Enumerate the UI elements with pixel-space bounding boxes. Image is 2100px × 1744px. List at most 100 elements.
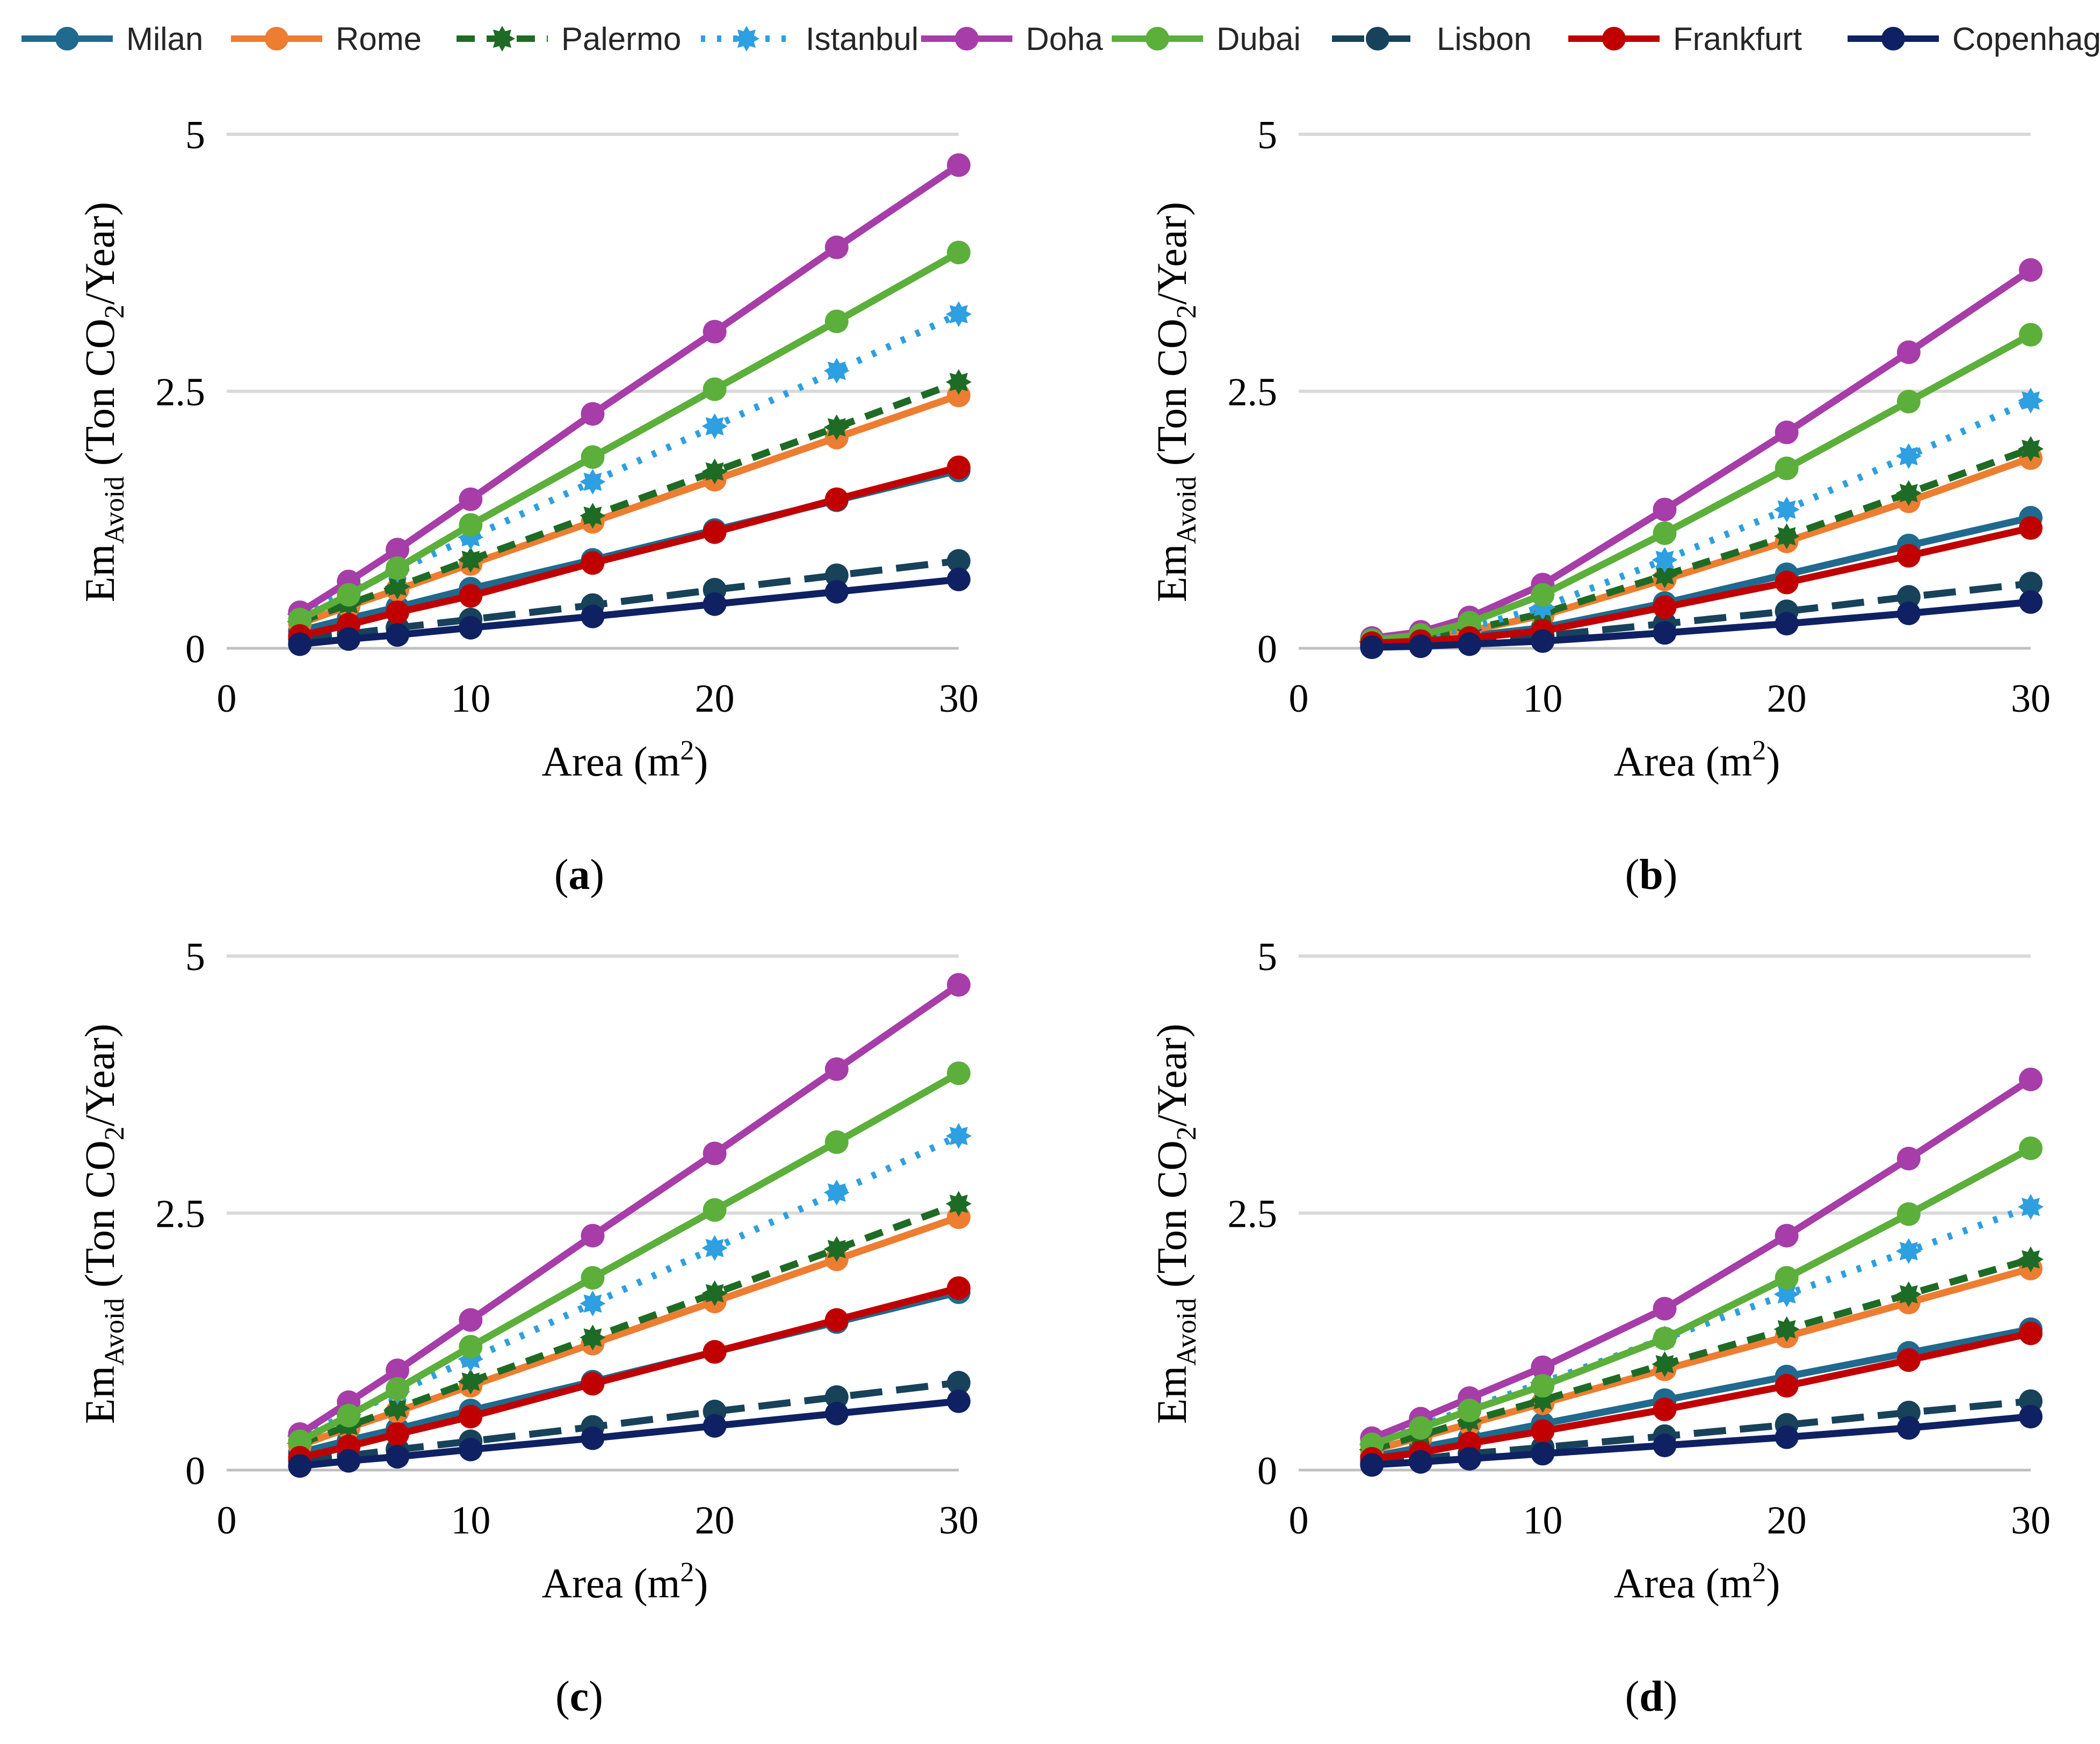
- data-point-dubai: [1897, 1202, 1921, 1226]
- panel-label: (d): [1625, 1673, 1678, 1720]
- y-axis-title-close: /Year): [76, 1024, 123, 1126]
- data-point-copenhagen: [1458, 632, 1481, 656]
- data-point-copenhagen: [825, 1402, 849, 1425]
- data-point-dubai: [459, 1335, 482, 1358]
- legend-item-doha: Doha: [921, 21, 1103, 57]
- series-line-istanbul: [1372, 401, 2031, 641]
- data-point-istanbul: [946, 1123, 972, 1149]
- data-point-copenhagen: [1653, 621, 1677, 645]
- data-point-copenhagen: [703, 592, 727, 616]
- x-tick-label: 0: [217, 677, 237, 721]
- data-point-palermo: [580, 1325, 606, 1350]
- data-point-doha: [1897, 341, 1921, 364]
- data-point-copenhagen: [459, 1438, 482, 1461]
- data-point-palermo: [1896, 1282, 1922, 1307]
- legend-label-copenhagen: Copenhagen: [1952, 21, 2100, 57]
- data-point-palermo: [824, 415, 850, 440]
- data-point-doha: [2019, 258, 2043, 282]
- data-point-istanbul: [2018, 388, 2044, 414]
- data-point-copenhagen: [386, 623, 409, 647]
- y-axis-title-text: EmAvoid (Ton CO2/Year): [76, 1024, 130, 1424]
- panel-label-close: ): [1663, 851, 1678, 899]
- x-axis-title: Area (m2): [542, 735, 708, 785]
- legend-marker: [734, 26, 759, 52]
- y-tick-label: 5: [1257, 113, 1277, 157]
- y-axis-title-close: /Year): [1148, 202, 1195, 305]
- x-tick-label: 0: [1289, 677, 1309, 721]
- data-point-frankfurt: [459, 584, 482, 607]
- data-point-palermo: [824, 1236, 850, 1262]
- legend-item-frankfurt: Frankfurt: [1568, 21, 1802, 57]
- x-axis-title-sup: 2: [1752, 1557, 1766, 1588]
- legend-label-rome: Rome: [336, 21, 422, 57]
- x-axis-title: Area (m2): [1614, 1557, 1780, 1606]
- data-point-frankfurt: [825, 1308, 849, 1332]
- legend-marker: [955, 27, 979, 50]
- y-axis-title-sub: Avoid: [99, 1298, 130, 1366]
- y-axis-title-base: Em: [76, 544, 123, 602]
- legend-marker: [1602, 27, 1626, 50]
- data-point-dubai: [337, 1404, 360, 1428]
- x-tick-label: 20: [1767, 677, 1807, 721]
- y-tick-label: 5: [185, 935, 205, 979]
- y-axis-title: EmAvoid (Ton CO2/Year): [76, 1024, 130, 1424]
- x-axis-title-base: Area (m: [1614, 1560, 1753, 1606]
- data-point-dubai: [386, 556, 409, 580]
- data-point-doha: [947, 973, 971, 997]
- data-point-istanbul: [1896, 1238, 1922, 1264]
- x-axis-title: Area (m2): [1614, 735, 1780, 785]
- series-palermo: [287, 369, 972, 634]
- x-tick-label: 0: [1289, 1499, 1309, 1543]
- y-axis-title-rest: (Ton CO: [1148, 1140, 1195, 1298]
- x-axis-title-base: Area (m: [1614, 738, 1753, 785]
- panel-label-letter: c: [570, 1673, 589, 1720]
- legend-item-dubai: Dubai: [1112, 21, 1301, 57]
- data-point-palermo: [1774, 523, 1800, 549]
- data-point-frankfurt: [386, 600, 409, 624]
- data-point-doha: [1897, 1147, 1921, 1170]
- y-axis-title-text: EmAvoid (Ton CO2/Year): [1148, 202, 1202, 602]
- y-axis-title-text: EmAvoid (Ton CO2/Year): [1148, 1024, 1202, 1424]
- panel-label-letter: d: [1639, 1673, 1663, 1720]
- data-point-dubai: [1653, 1327, 1677, 1350]
- y-tick-label: 0: [1257, 1449, 1277, 1493]
- y-axis-title-sub2: 2: [1171, 1126, 1202, 1140]
- data-point-palermo: [458, 1369, 483, 1394]
- data-point-copenhagen: [1897, 1416, 1921, 1440]
- data-point-dubai: [947, 241, 971, 264]
- data-point-istanbul: [1896, 443, 1922, 469]
- data-point-dubai: [1897, 390, 1921, 414]
- y-axis-title-sub2: 2: [1171, 305, 1202, 319]
- data-point-doha: [703, 320, 727, 343]
- data-point-dubai: [1775, 1266, 1799, 1290]
- data-point-palermo: [2018, 436, 2044, 462]
- panel-label-close: ): [589, 1673, 603, 1720]
- data-point-copenhagen: [1458, 1447, 1481, 1471]
- panel-label: (a): [554, 851, 604, 899]
- y-tick-label: 2.5: [156, 1192, 206, 1236]
- data-point-doha: [1653, 1297, 1677, 1321]
- data-point-frankfurt: [1775, 1374, 1799, 1398]
- data-point-doha: [581, 1224, 605, 1248]
- data-point-palermo: [1652, 1351, 1678, 1377]
- x-tick-label: 30: [2011, 1499, 2051, 1543]
- data-point-copenhagen: [2019, 1405, 2043, 1428]
- data-point-copenhagen: [947, 1390, 971, 1413]
- panel-label-open: (: [1625, 851, 1640, 899]
- data-point-dubai: [337, 583, 360, 606]
- data-point-frankfurt: [825, 487, 849, 511]
- y-axis-title-rest: (Ton CO: [76, 319, 123, 476]
- x-tick-label: 10: [451, 677, 490, 721]
- data-point-frankfurt: [1653, 595, 1677, 619]
- data-point-frankfurt: [703, 520, 727, 544]
- data-point-istanbul: [824, 358, 850, 383]
- data-point-dubai: [947, 1061, 971, 1085]
- data-point-dubai: [703, 378, 727, 401]
- data-point-dubai: [825, 309, 849, 333]
- x-tick-label: 30: [939, 677, 979, 721]
- data-point-frankfurt: [1775, 571, 1799, 595]
- data-point-palermo: [946, 1191, 972, 1217]
- data-point-copenhagen: [1531, 629, 1554, 653]
